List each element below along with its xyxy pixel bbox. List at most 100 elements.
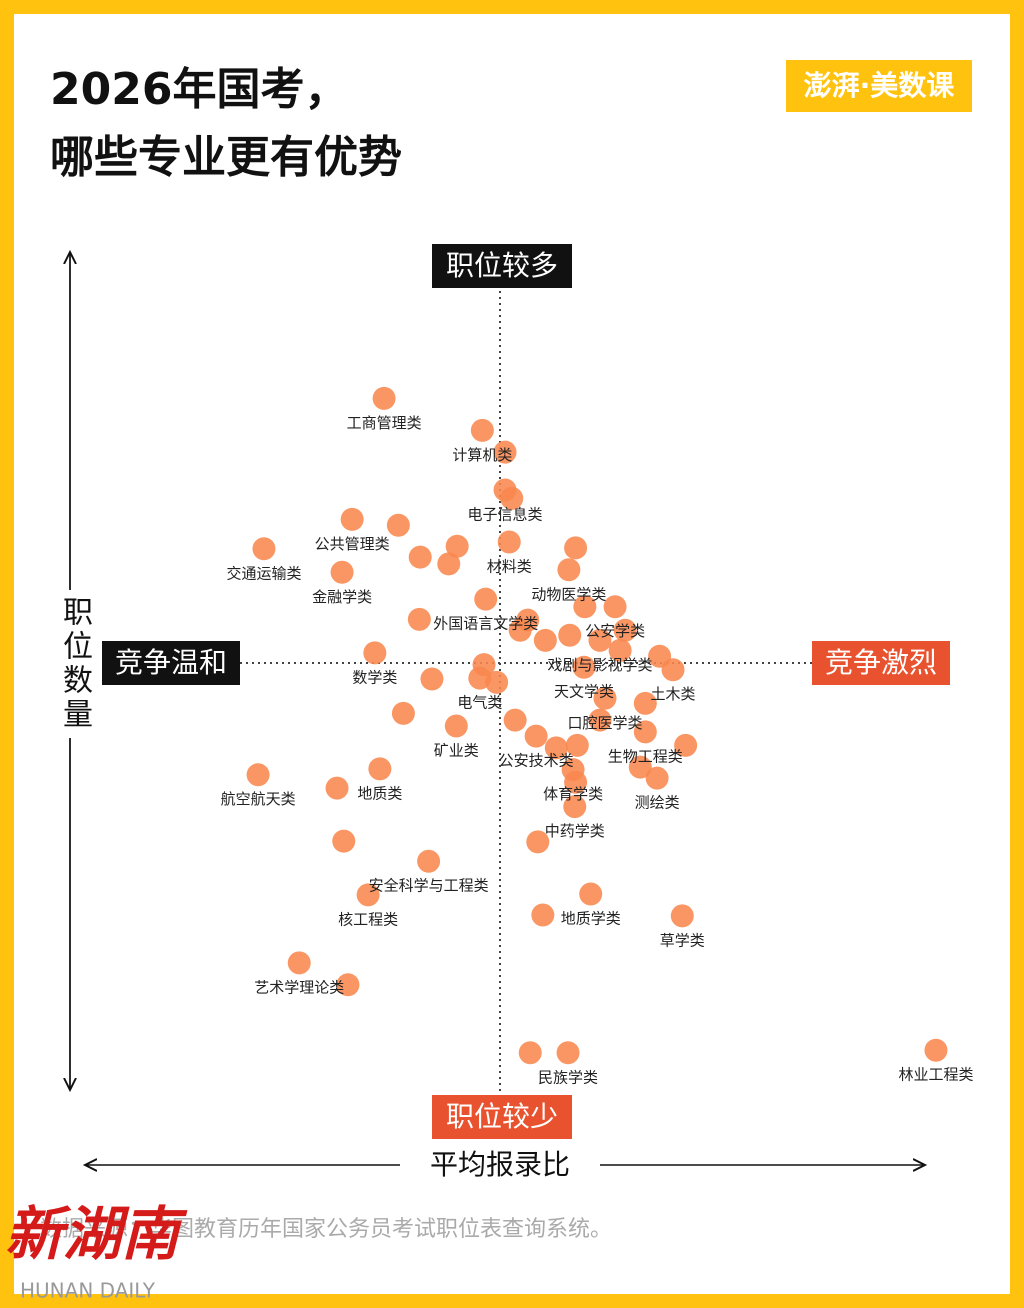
brand: 澎湃·美数课: [804, 69, 956, 102]
watermark: HUNAN DAILY: [20, 1279, 156, 1303]
point: [497, 530, 521, 554]
point-label: 测绘类: [635, 794, 680, 812]
point: [674, 733, 698, 757]
point-label: 动物医学类: [531, 585, 606, 603]
point: [603, 595, 627, 619]
point-label: 材料类: [487, 558, 532, 576]
point: [372, 386, 396, 410]
point-label: 核工程类: [338, 910, 398, 928]
label-box: [432, 244, 572, 288]
point: [417, 849, 441, 873]
point: [533, 628, 557, 652]
point: [420, 667, 444, 691]
point: [608, 638, 632, 662]
left-label: 竞争温和: [115, 646, 227, 679]
point-label: 艺术学理论类: [254, 978, 344, 996]
point: [386, 513, 410, 537]
point-label: 公共管理类: [315, 535, 390, 553]
point: [503, 708, 527, 732]
point: [474, 587, 498, 611]
y-label: 职位数量: [52, 590, 96, 738]
point-label: 安全科学与工程类: [369, 877, 489, 895]
point: [628, 755, 652, 779]
point-label: 工商管理类: [347, 414, 422, 432]
point: [340, 507, 364, 531]
right-label: 竞争激烈: [825, 646, 937, 679]
point-label: 地质学类: [561, 910, 621, 928]
watermark: 新湖南: [5, 1200, 188, 1268]
point: [526, 830, 550, 854]
point-label: 民族学类: [538, 1068, 598, 1086]
point: [445, 534, 469, 558]
point: [544, 736, 568, 760]
point: [325, 776, 349, 800]
bottom-label: 职位较少: [446, 1100, 558, 1133]
title-line: 2026年国考，: [50, 64, 348, 115]
label-box: [812, 641, 950, 685]
point: [579, 882, 603, 906]
point: [524, 724, 548, 748]
point-label: 金融学类: [312, 588, 372, 606]
point-label: 电气类: [457, 694, 502, 712]
point: [336, 973, 360, 997]
point-label: 计算机类: [452, 446, 512, 464]
point: [924, 1038, 948, 1062]
label-box: [102, 641, 240, 685]
point-label: 航空航天类: [221, 790, 296, 808]
point: [444, 714, 468, 738]
point-label: 草学类: [660, 931, 705, 949]
point-label: 公安技术类: [499, 752, 574, 770]
point: [472, 653, 496, 677]
x-label: 平均报录比: [430, 1148, 570, 1181]
point-label: 数学类: [352, 668, 397, 686]
point: [368, 757, 392, 781]
point: [332, 829, 356, 853]
point-label: 土木类: [651, 685, 696, 703]
point-label: 地质类: [357, 784, 402, 802]
point-label: 林业工程类: [898, 1066, 973, 1084]
point: [531, 903, 555, 927]
brand-box: [786, 60, 972, 112]
point: [252, 537, 276, 561]
point: [287, 951, 311, 975]
point: [407, 607, 431, 631]
point: [573, 595, 597, 619]
source: 数据来源：华图教育历年国家公务员考试职位表查询系统。: [40, 1217, 612, 1242]
point-label: 外国语言文学类: [433, 615, 538, 633]
point: [588, 708, 612, 732]
point: [363, 641, 387, 665]
dots: [246, 386, 948, 1065]
point: [246, 763, 270, 787]
point: [391, 701, 415, 725]
point: [633, 691, 657, 715]
point: [565, 733, 589, 757]
point: [437, 552, 461, 576]
label-box: [432, 1095, 572, 1139]
point: [564, 770, 588, 794]
point: [645, 766, 669, 790]
point-label: 戏剧与影视学类: [547, 656, 652, 674]
point-label: 中药学类: [545, 822, 605, 840]
point: [556, 1041, 580, 1065]
point: [648, 644, 672, 668]
point-label: 口腔医学类: [567, 714, 642, 732]
point-label: 交通运输类: [226, 564, 301, 582]
point: [518, 1041, 542, 1065]
point: [588, 628, 612, 652]
point-label: 电子信息类: [468, 505, 543, 523]
point: [485, 670, 509, 694]
point-label: 公安学类: [585, 622, 645, 640]
point: [516, 608, 540, 632]
title-line: 哪些专业更有优势: [50, 132, 402, 183]
x-label-bg: [400, 1145, 600, 1185]
top-label: 职位较多: [446, 249, 558, 282]
point: [558, 623, 582, 647]
point-label: 天文学类: [554, 683, 614, 701]
point: [500, 486, 524, 510]
point-label: 体育学类: [543, 785, 603, 803]
point: [572, 655, 596, 679]
point: [670, 904, 694, 928]
